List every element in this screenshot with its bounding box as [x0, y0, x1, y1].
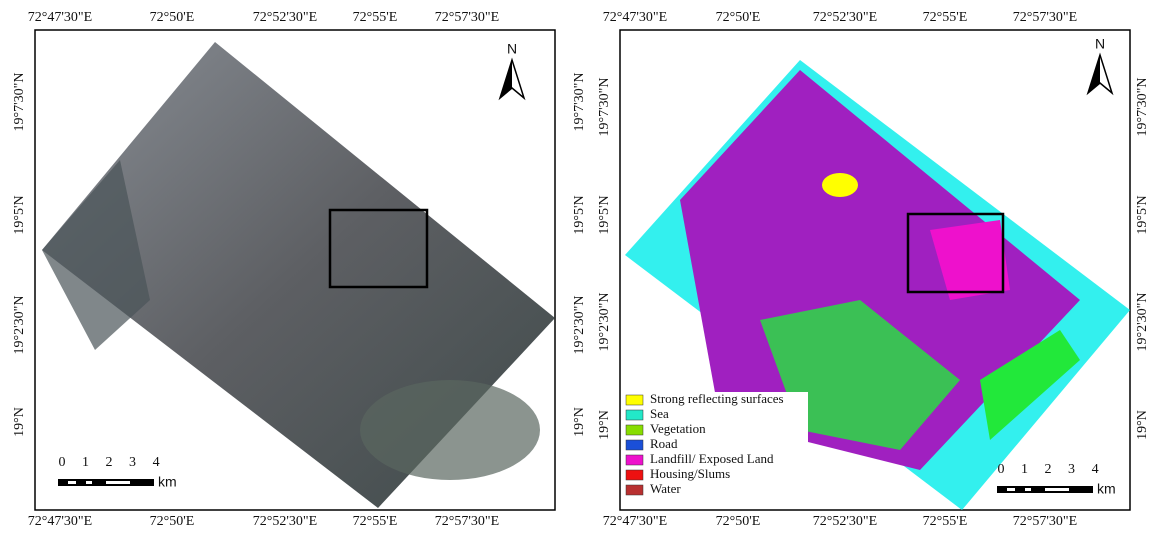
latitude-label: 19°N [597, 410, 612, 440]
longitude-label: 72°50'E [716, 514, 761, 529]
latitude-label: 19°5'N [1135, 195, 1150, 234]
scale-label: 0 [998, 462, 1005, 477]
longitude-label: 72°55'E [923, 10, 968, 25]
scale-label: 1 [1021, 462, 1028, 477]
longitude-label: 72°50'E [716, 10, 761, 25]
legend-label: Sea [650, 406, 669, 421]
latitude-label: 19°2'30"N [597, 293, 612, 352]
legend-swatch [626, 485, 643, 495]
scale-bar-segment [106, 481, 130, 484]
scale-bar-segment [1045, 488, 1069, 491]
longitude-label: 72°57'30"E [1013, 514, 1077, 529]
scale-label: 4 [1092, 462, 1099, 477]
latitude-label: 19°5'N [572, 195, 587, 234]
longitude-label: 72°50'E [150, 10, 195, 25]
longitude-label: 72°55'E [923, 514, 968, 529]
legend-label: Road [650, 436, 678, 451]
figure: 72°47'30"E 72°47'30"E 72°50'E 72°50'E 72°52'… [0, 0, 1156, 538]
longitude-label: 72°55'E [353, 514, 398, 529]
longitude-label: 72°52'30"E [253, 514, 317, 529]
legend: Strong reflecting surfacesSeaVegetationR… [622, 391, 808, 499]
longitude-label: 72°47'30"E [28, 10, 92, 25]
north-label: N [507, 41, 517, 57]
scale-label: 3 [1068, 462, 1075, 477]
class-area [822, 173, 858, 197]
longitude-label: 72°47'30"E [603, 10, 667, 25]
longitude-label: 72°52'30"E [253, 10, 317, 25]
longitude-label: 72°47'30"E [28, 514, 92, 529]
legend-label: Strong reflecting surfaces [650, 391, 784, 406]
legend-swatch [626, 395, 643, 405]
scale-bar-segment [1007, 488, 1015, 491]
latitude-label: 19°N [12, 407, 27, 437]
scale-bar-segment [1025, 488, 1031, 491]
latitude-label: 19°2'30"N [1135, 293, 1150, 352]
longitude-label: 72°57'30"E [1013, 10, 1077, 25]
longitude-label: 72°55'E [353, 10, 398, 25]
latitude-label: 19°5'N [12, 195, 27, 234]
longitude-label: 72°52'30"E [813, 10, 877, 25]
legend-swatch [626, 425, 643, 435]
legend-label: Landfill/ Exposed Land [650, 451, 774, 466]
north-label: N [1095, 36, 1105, 52]
latitude-label: 19°N [1135, 410, 1150, 440]
legend-label: Vegetation [650, 421, 706, 436]
latitude-label: 19°2'30"N [12, 296, 27, 355]
latitude-label: 19°7'30"N [572, 73, 587, 132]
scale-label: 2 [1045, 462, 1052, 477]
legend-swatch [626, 470, 643, 480]
longitude-label: 72°57'30"E [435, 10, 499, 25]
mudflat [360, 380, 540, 480]
legend-swatch [626, 455, 643, 465]
scale-label: 3 [129, 455, 136, 470]
legend-label: Housing/Slums [650, 466, 730, 481]
latitude-label: 19°5'N [597, 195, 612, 234]
longitude-label: 72°52'30"E [813, 514, 877, 529]
latitude-label: 19°7'30"N [1135, 78, 1150, 137]
latitude-label: 19°7'30"N [597, 78, 612, 137]
longitude-label: 72°57'30"E [435, 514, 499, 529]
scale-label: 2 [106, 455, 113, 470]
scale-bar-segment [68, 481, 76, 484]
scale-unit: km [158, 474, 177, 490]
scale-label: 0 [59, 455, 66, 470]
longitude-label: 72°47'30"E [603, 514, 667, 529]
scale-unit: km [1097, 481, 1116, 497]
longitude-label: 72°50'E [150, 514, 195, 529]
scale-bar-segment [86, 481, 92, 484]
scale-label: 4 [153, 455, 160, 470]
legend-label: Water [650, 481, 681, 496]
latitude-label: 19°2'30"N [572, 296, 587, 355]
legend-swatch [626, 440, 643, 450]
latitude-label: 19°7'30"N [12, 73, 27, 132]
scale-label: 1 [82, 455, 89, 470]
latitude-label: 19°N [572, 407, 587, 437]
legend-swatch [626, 410, 643, 420]
